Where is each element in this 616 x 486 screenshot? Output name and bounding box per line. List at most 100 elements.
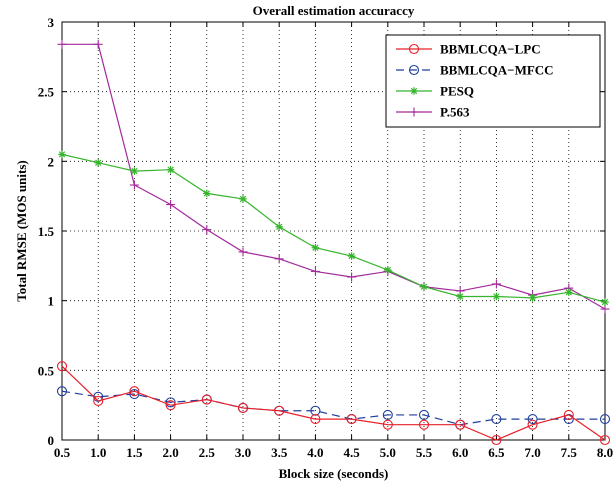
data-point	[492, 292, 501, 301]
data-point	[310, 405, 321, 416]
legend-label: BBMLCQA−LPC	[440, 42, 541, 57]
legend-marker	[408, 64, 420, 76]
series-bbmlcqa-lpc	[56, 361, 611, 446]
x-tick-label: 6.0	[452, 445, 468, 460]
data-point	[165, 397, 176, 408]
x-tick-label: 5.5	[416, 445, 433, 460]
series-line	[61, 153, 606, 303]
data-point	[274, 405, 285, 416]
y-tick-label: 2.5	[38, 85, 55, 100]
legend-marker	[410, 87, 418, 95]
x-tick-label: 8.0	[597, 445, 613, 460]
y-tick-label: 2	[48, 154, 55, 169]
data-point	[166, 200, 176, 210]
y-tick-label: 0	[48, 433, 55, 448]
data-point	[382, 419, 393, 430]
data-point	[601, 298, 609, 306]
data-point	[347, 252, 356, 260]
data-point	[238, 247, 248, 257]
data-point	[418, 419, 430, 430]
x-tick-label: 4.5	[343, 445, 360, 460]
x-tick-label: 2.5	[199, 445, 216, 460]
data-point	[202, 225, 212, 235]
legend-marker	[408, 43, 420, 55]
data-point	[491, 434, 502, 446]
legend-item: BBMLCQA−MFCC	[396, 63, 554, 78]
data-point	[418, 409, 430, 420]
legend-item: P.563	[396, 105, 470, 120]
data-point	[237, 402, 249, 414]
data-point	[310, 414, 321, 425]
data-point	[129, 180, 139, 190]
x-axis-title: Block size (seconds)	[279, 466, 389, 481]
legend: BBMLCQA−LPC BBMLCQA−MFCC PESQ P.563	[385, 34, 601, 128]
x-tick-label: 6.5	[488, 445, 505, 460]
data-point	[58, 150, 66, 159]
data-point	[129, 386, 140, 397]
chart-title: Overall estimation accuraccy	[253, 3, 415, 18]
data-point	[563, 409, 574, 420]
x-tick-label: 2.0	[162, 445, 178, 460]
x-tick-label: 0.5	[54, 445, 71, 460]
x-tick-label: 4.0	[307, 445, 323, 460]
x-tick-label: 3.5	[271, 445, 288, 460]
data-point	[347, 272, 357, 282]
y-tick-label: 0.5	[38, 363, 55, 378]
x-tick-label: 1.5	[126, 445, 143, 460]
x-tick-label: 1.0	[90, 445, 106, 460]
data-point	[129, 388, 140, 400]
data-point	[491, 414, 502, 425]
y-tick-label: 1	[48, 294, 55, 309]
data-point	[311, 243, 320, 252]
series-line	[61, 365, 606, 441]
legend-label: BBMLCQA−MFCC	[440, 63, 554, 78]
data-point	[274, 254, 284, 264]
data-point	[599, 434, 611, 446]
y-tick-label: 3	[48, 15, 55, 30]
legend-item: PESQ	[396, 84, 474, 99]
data-point	[527, 419, 538, 430]
series-lines	[56, 39, 611, 446]
axis-ticks: 0.5 1.0 1.5 2.0 2.5 3.0 3.5 4.0 4.5 5.0 5.5 6.0 6.5 7…	[38, 15, 613, 460]
data-point	[239, 195, 247, 203]
series-line	[62, 43, 606, 310]
data-point	[201, 394, 212, 405]
data-point	[56, 361, 68, 372]
y-tick-label: 1.5	[38, 224, 55, 239]
data-point	[93, 395, 104, 407]
legend-marker	[409, 107, 419, 117]
series-pesq	[58, 150, 609, 306]
data-point	[203, 189, 211, 198]
legend-label: PESQ	[440, 84, 474, 99]
data-point	[57, 39, 67, 49]
data-point	[600, 304, 610, 314]
data-point	[599, 414, 611, 425]
x-tick-label: 5.0	[380, 445, 396, 460]
data-point	[384, 266, 392, 274]
data-point	[565, 288, 573, 297]
data-point	[130, 167, 139, 175]
data-point	[420, 282, 428, 291]
data-point	[527, 414, 538, 425]
data-point	[275, 223, 283, 231]
data-point	[310, 266, 320, 276]
data-point	[456, 292, 464, 301]
data-point	[56, 386, 68, 397]
y-axis-title: Total RMSE (MOS units)	[14, 160, 29, 301]
data-point	[93, 39, 103, 49]
x-tick-label: 3.0	[235, 445, 251, 460]
x-tick-label: 7.5	[561, 445, 578, 460]
data-point	[165, 400, 176, 411]
legend-label: P.563	[440, 105, 470, 120]
data-point	[166, 165, 175, 174]
data-point	[491, 279, 501, 289]
legend-item: BBMLCQA−LPC	[396, 42, 541, 57]
data-point	[94, 158, 102, 167]
data-point	[346, 414, 357, 425]
data-point	[528, 294, 537, 302]
data-point	[382, 409, 393, 420]
data-point	[455, 419, 466, 430]
x-tick-label: 7.0	[524, 445, 540, 460]
